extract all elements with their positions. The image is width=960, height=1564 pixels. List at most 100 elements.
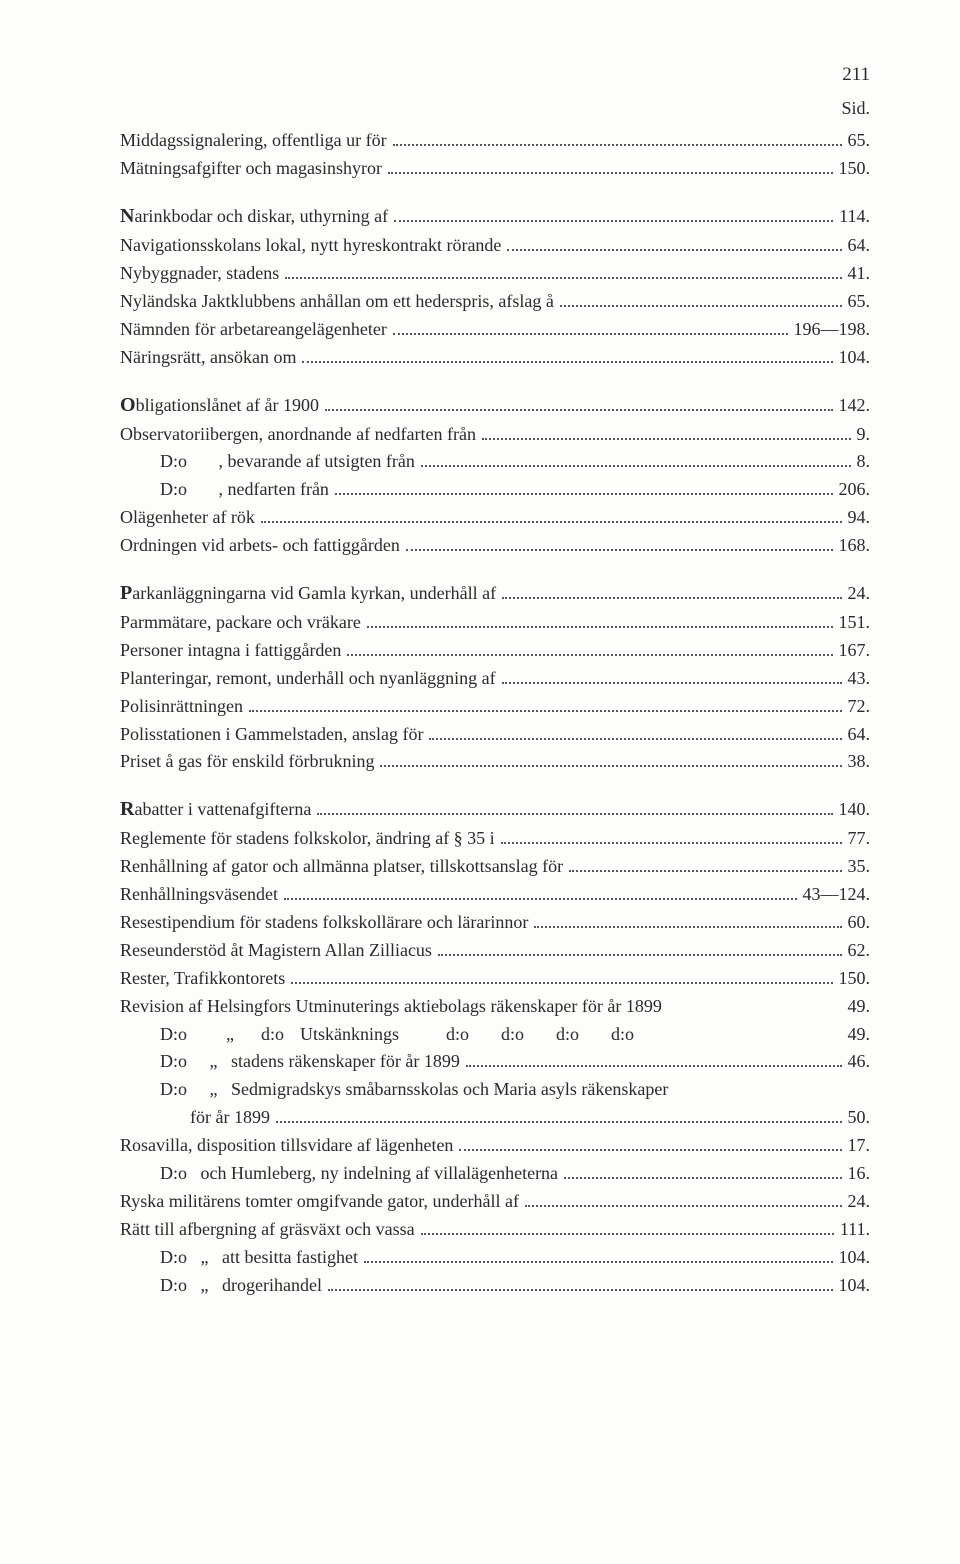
entry-page: 49.: [848, 993, 871, 1021]
entry-label: Rätt till afbergning af gräsväxt och vas…: [120, 1216, 415, 1244]
entry-label: Navigationsskolans lokal, nytt hyreskont…: [120, 232, 501, 260]
entry-label: Renhållningsväsendet: [120, 881, 278, 909]
entry-label: Rester, Trafikkontorets: [120, 965, 285, 993]
index-entry: Revision af Helsingfors Utminuterings ak…: [120, 993, 870, 1021]
index-entry: Mätningsafgifter och magasinshyror150.: [120, 155, 870, 183]
entry-label: Narinkbodar och diskar, uthyrning af: [120, 201, 388, 232]
section-initial: R: [120, 798, 134, 820]
index-entry: Nämnden för arbetareangelägenheter 196—19…: [120, 316, 870, 344]
entry-label: D:o , bevarande af utsigten från: [160, 448, 415, 476]
index-entry: D:o „ stadens räkenskaper för år 189946.: [120, 1048, 870, 1076]
entry-page: 65.: [848, 127, 871, 155]
leader-dots: [291, 982, 832, 984]
leader-dots: [393, 144, 842, 146]
leader-dots: [560, 305, 842, 307]
leader-dots: [394, 220, 833, 222]
entry-page: 8.: [857, 448, 871, 476]
leader-dots: [438, 954, 842, 956]
group-gap: [120, 560, 870, 578]
do-cell: D:o: [160, 1021, 215, 1049]
leader-dots: [421, 1233, 834, 1235]
leader-dots: [276, 1121, 842, 1123]
entry-page: 65.: [848, 288, 871, 316]
entry-label: Middagssignalering, offentliga ur för: [120, 127, 387, 155]
entry-label: D:o , nedfarten från: [160, 476, 329, 504]
index-entry: D:o „ Sedmigradskys småbarnsskolas och M…: [120, 1076, 870, 1104]
entry-page: 17.: [848, 1132, 871, 1160]
entry-label: Parkanläggningarna vid Gamla kyrkan, und…: [120, 578, 496, 609]
entry-page: 104.: [839, 1272, 871, 1300]
index-entry: Personer intagna i fattiggården167.: [120, 637, 870, 665]
entry-page: 64.: [848, 721, 871, 749]
leader-dots: [507, 249, 841, 251]
entry-label: Näringsrätt, ansökan om: [120, 344, 296, 372]
leader-dots: [347, 654, 832, 656]
entry-label: D:o och Humleberg, ny indelning af villa…: [160, 1160, 558, 1188]
entry-page: 111.: [840, 1216, 870, 1244]
leader-dots: [367, 626, 833, 628]
index-entry: Polisstationen i Gammelstaden, anslag fö…: [120, 721, 870, 749]
entry-page: 60.: [848, 909, 871, 937]
section-initial: P: [120, 582, 132, 604]
entry-label: Mätningsafgifter och magasinshyror: [120, 155, 382, 183]
index-entry: Narinkbodar och diskar, uthyrning af 114.: [120, 201, 870, 232]
leader-dots: [501, 842, 842, 844]
do-cell: „: [215, 1021, 245, 1049]
index-entry: Nyländska Jaktklubbens anhållan om ett h…: [120, 288, 870, 316]
entry-label: Parmmätare, packare och vräkare: [120, 609, 361, 637]
index-entry: Priset å gas för enskild förbrukning38.: [120, 748, 870, 776]
index-entry: D:o och Humleberg, ny indelning af villa…: [120, 1160, 870, 1188]
group-gap: [120, 183, 870, 201]
entry-page: 114.: [839, 203, 870, 231]
leader-dots: [302, 361, 832, 363]
index-entry: Reglemente för stadens folkskolor, ändri…: [120, 825, 870, 853]
index-entry: Parmmätare, packare och vräkare 151.: [120, 609, 870, 637]
index-entry: D:o , bevarande af utsigten från 8.: [120, 448, 870, 476]
entry-page: 142.: [839, 392, 871, 420]
index-entry: Polisinrättningen72.: [120, 693, 870, 721]
entry-page: 43.: [848, 665, 871, 693]
index-entry: Rester, Trafikkontorets150.: [120, 965, 870, 993]
entry-page: 151.: [839, 609, 871, 637]
do-cell: Utskänknings: [300, 1021, 430, 1049]
entry-page: 24.: [848, 1188, 871, 1216]
entry-page: 49.: [848, 1021, 871, 1049]
entry-page: 62.: [848, 937, 871, 965]
leader-dots: [249, 710, 842, 712]
index-entry-do-row: D:o„d:oUtskänkningsd:od:od:od:o49.: [120, 1021, 870, 1049]
entry-page: 206.: [839, 476, 871, 504]
entry-label: Revision af Helsingfors Utminuterings ak…: [120, 993, 662, 1021]
entry-label: Obligationslånet af år 1900: [120, 390, 319, 421]
index-entry: Rosavilla, disposition tillsvidare af lä…: [120, 1132, 870, 1160]
entry-page: 196—198.: [794, 316, 871, 344]
document-page: 211 Sid. Middagssignalering, offentliga …: [0, 0, 960, 1564]
index-entry: Obligationslånet af år 1900 142.: [120, 390, 870, 421]
entry-page: 168.: [839, 532, 871, 560]
leader-dots: [325, 409, 832, 411]
index-entry: Parkanläggningarna vid Gamla kyrkan, und…: [120, 578, 870, 609]
entry-label: Reseunderstöd åt Magistern Allan Zilliac…: [120, 937, 432, 965]
entry-page: 77.: [848, 825, 871, 853]
do-cell: d:o: [595, 1021, 650, 1049]
entry-label: Polisinrättningen: [120, 693, 243, 721]
index-entry: Nybyggnader, stadens41.: [120, 260, 870, 288]
leader-dots: [261, 521, 842, 523]
entry-label: Nämnden för arbetareangelägenheter: [120, 316, 387, 344]
index-entry: Observatoriibergen, anordnande af nedfar…: [120, 421, 870, 449]
group-gap: [120, 372, 870, 390]
section-initial: O: [120, 394, 136, 416]
do-cell: d:o: [430, 1021, 485, 1049]
entry-page: 94.: [848, 504, 871, 532]
index-entry: Planteringar, remont, underhåll och nyan…: [120, 665, 870, 693]
do-cell: d:o: [245, 1021, 300, 1049]
index-content: Middagssignalering, offentliga ur för 65.…: [120, 127, 870, 1299]
leader-dots: [525, 1205, 842, 1207]
index-entry: Resestipendium för stadens folkskollärar…: [120, 909, 870, 937]
entry-label: Priset å gas för enskild förbrukning: [120, 748, 374, 776]
entry-page: 35.: [848, 853, 871, 881]
entry-label: D:o „ drogerihandel: [160, 1272, 322, 1300]
index-entry: D:o „ drogerihandel 104.: [120, 1272, 870, 1300]
leader-dots: [317, 813, 832, 815]
index-entry: Reseunderstöd åt Magistern Allan Zilliac…: [120, 937, 870, 965]
do-cell: d:o: [540, 1021, 595, 1049]
